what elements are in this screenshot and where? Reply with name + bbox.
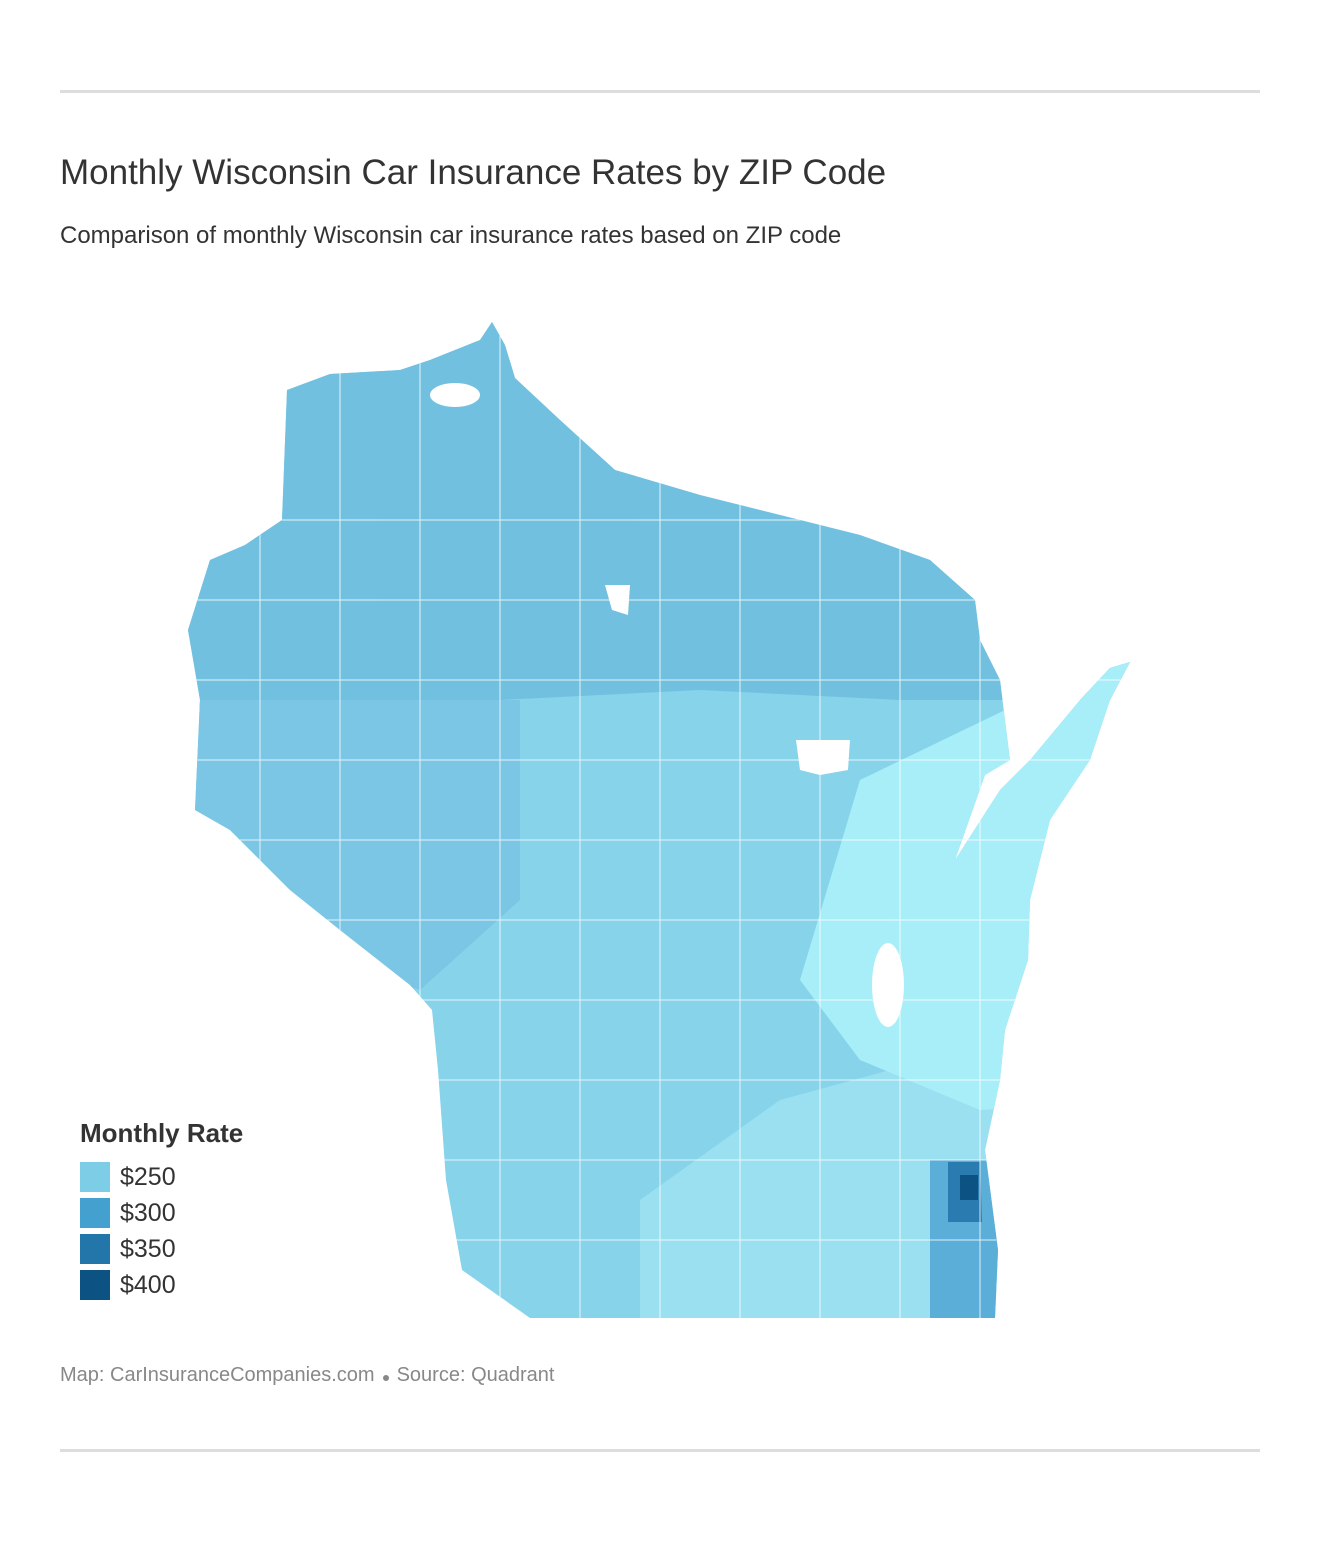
credit: Map: CarInsuranceCompanies.com	[60, 1364, 375, 1386]
footer: Map: CarInsuranceCompanies.com Source: Q…	[60, 1364, 554, 1387]
legend-swatch	[80, 1162, 110, 1192]
subtitle: Comparison of monthly Wisconsin car insu…	[60, 222, 842, 249]
legend-items: $250 $300 $350 $400	[80, 1159, 243, 1303]
top-rule	[60, 90, 1260, 93]
legend-title: Monthly Rate	[80, 1118, 244, 1148]
legend-label: $350	[120, 1234, 176, 1263]
region	[188, 322, 1130, 720]
legend-label: $300	[120, 1198, 176, 1227]
map	[188, 322, 1130, 1318]
legend-label: $400	[120, 1270, 176, 1299]
legend-swatch	[80, 1198, 110, 1228]
legend-swatch	[80, 1234, 110, 1264]
credit: Source: Quadrant	[396, 1364, 555, 1386]
bottom-rule	[60, 1449, 1260, 1452]
legend-label: $250	[120, 1162, 176, 1191]
legend-swatch	[80, 1270, 110, 1300]
legend-item: $300	[80, 1195, 243, 1231]
legend-item: $350	[80, 1231, 243, 1267]
region	[960, 1175, 978, 1200]
legend-item: $400	[80, 1267, 243, 1303]
title: Monthly Wisconsin Car Insurance Rates by…	[60, 153, 887, 192]
legend-item: $250	[80, 1159, 243, 1195]
zip-borders	[188, 322, 1130, 1318]
region	[930, 1160, 1000, 1318]
separator	[382, 1374, 389, 1381]
legend: Monthly Rate $250 $300 $350 $400	[80, 1118, 243, 1303]
lakes	[430, 383, 904, 1027]
state-regions	[188, 322, 1130, 1318]
region	[188, 700, 520, 990]
